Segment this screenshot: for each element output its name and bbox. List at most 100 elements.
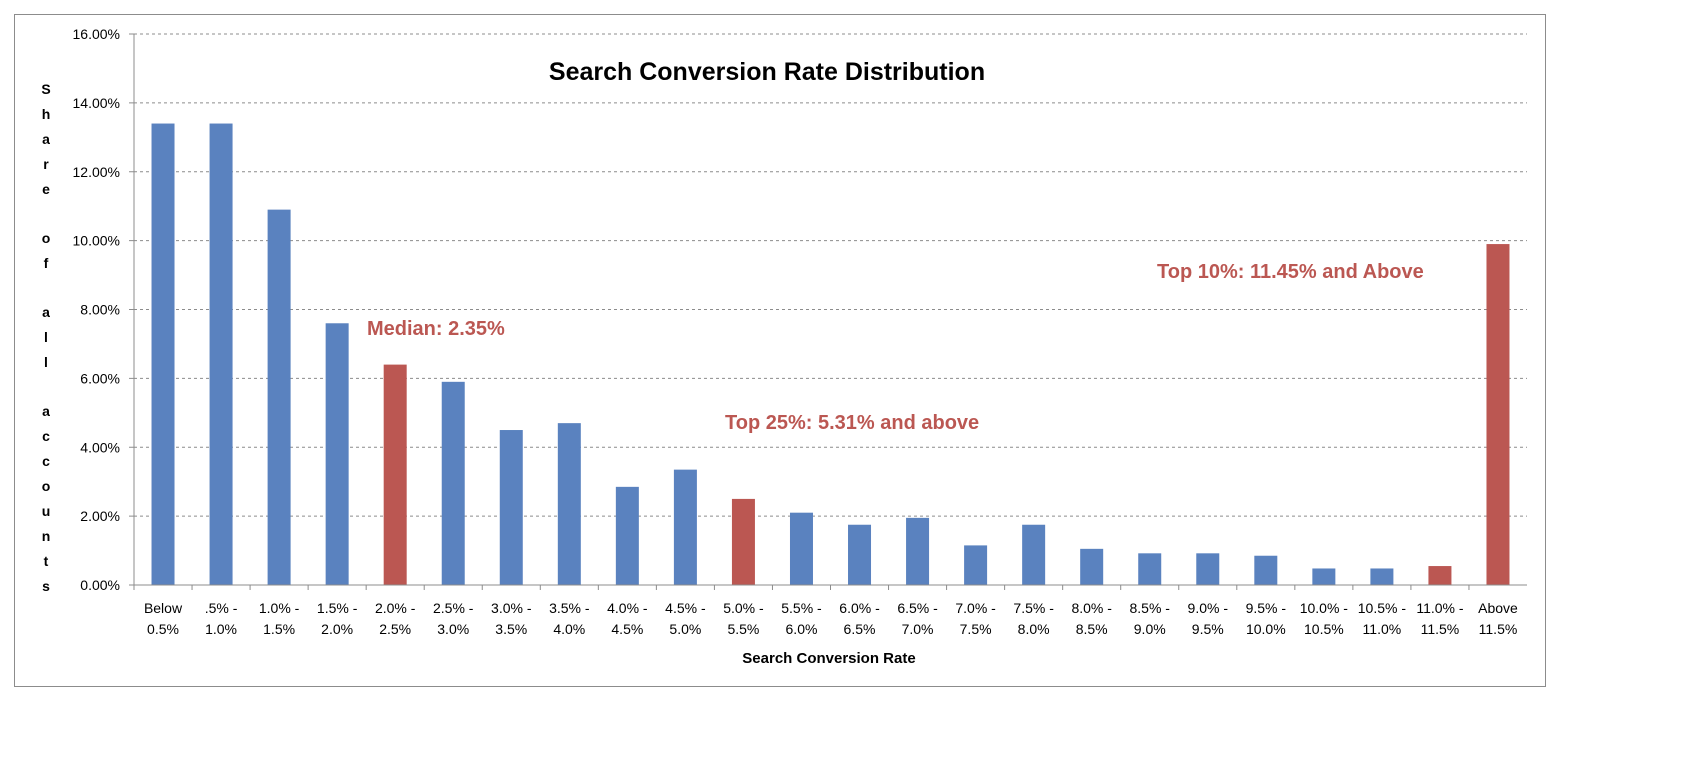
y-axis-label-letter: t <box>44 553 49 569</box>
bar-20 <box>1312 568 1336 585</box>
bar-13 <box>906 517 930 585</box>
x-tick-label: 7.5% - <box>1013 600 1054 616</box>
bar-8 <box>615 486 639 585</box>
x-tick-label: 4.5% <box>611 621 643 637</box>
x-tick-label: 3.0% <box>437 621 469 637</box>
x-tick-label: 9.5% - <box>1246 600 1287 616</box>
y-axis-label-letter: r <box>43 156 49 172</box>
bar-9 <box>673 469 697 585</box>
y-axis-label-letter: c <box>42 453 50 469</box>
x-tick-label: 5.5% - <box>781 600 822 616</box>
y-tick-label: 0.00% <box>80 577 120 593</box>
x-tick-label: 9.5% <box>1192 621 1224 637</box>
x-tick-label: 1.5% <box>263 621 295 637</box>
bar-5 <box>441 381 465 585</box>
x-tick-label: 11.0% - <box>1416 600 1464 616</box>
y-tick-label: 6.00% <box>80 370 120 386</box>
x-tick-label: 3.5% - <box>549 600 590 616</box>
x-tick-label: 7.5% <box>960 621 992 637</box>
y-tick-label: 2.00% <box>80 508 120 524</box>
x-tick-label: 4.0% - <box>607 600 648 616</box>
x-tick-label: 11.5% <box>1421 621 1460 637</box>
x-tick-label: 2.0% - <box>375 600 416 616</box>
bar-4 <box>383 364 407 585</box>
bars <box>151 123 1510 585</box>
x-tick-label: 2.5% - <box>433 600 474 616</box>
gridlines <box>134 33 1527 517</box>
bar-19 <box>1254 555 1278 585</box>
y-axis-label-letter: n <box>42 528 51 544</box>
y-axis-label-letter: e <box>42 181 50 197</box>
x-tick-label: 11.5% <box>1479 621 1518 637</box>
x-tick-label: 7.0% <box>902 621 934 637</box>
x-tick-label: .5% - <box>205 600 238 616</box>
y-axis-label-letter: h <box>42 106 51 122</box>
y-tick-label: 10.00% <box>73 233 120 249</box>
chart-title: Search Conversion Rate Distribution <box>549 58 985 86</box>
x-tick-label: 7.0% - <box>955 600 996 616</box>
x-tick-label: 1.5% - <box>317 600 358 616</box>
x-tick-label: 3.0% - <box>491 600 532 616</box>
y-axis-label-letter: l <box>44 329 48 345</box>
x-tick-label: 6.0% - <box>839 600 880 616</box>
x-tick-label: 6.0% <box>786 621 818 637</box>
x-tick-label: 6.5% <box>844 621 876 637</box>
y-axis-label-letter: o <box>42 230 51 246</box>
y-axis-label-letter: s <box>42 578 50 594</box>
x-tick-label: 10.5% <box>1304 621 1344 637</box>
bar-21 <box>1370 568 1394 585</box>
bar-12 <box>848 524 872 585</box>
axes: 0.00% 2.00% 4.00% 6.00% 8.00% 10.00% 12.00% 14.… <box>73 26 1527 637</box>
annotation-1: Top 25%: 5.31% and above <box>725 412 979 434</box>
x-tick-label: 1.0% <box>205 621 237 637</box>
x-tick-label: 10.0% - <box>1300 600 1349 616</box>
y-tick-label: 16.00% <box>73 26 120 42</box>
x-tick-label: 0.5% <box>147 621 179 637</box>
y-axis-label-letter: l <box>44 354 48 370</box>
x-tick-label: 10.0% <box>1246 621 1286 637</box>
x-tick-label: Above <box>1478 600 1518 616</box>
x-tick-label: 8.0% - <box>1071 600 1112 616</box>
y-tick-label: 8.00% <box>80 302 120 318</box>
bar-15 <box>1022 524 1046 585</box>
x-tick-label: 10.5% - <box>1358 600 1407 616</box>
y-tick-label: 12.00% <box>73 164 120 180</box>
x-tick-label: 3.5% <box>495 621 527 637</box>
bar-16 <box>1080 548 1104 585</box>
y-axis-label-letter: f <box>44 255 49 271</box>
x-tick-label: Below <box>144 600 183 616</box>
x-tick-label: 2.5% <box>379 621 411 637</box>
x-tick-label: 5.0% - <box>723 600 764 616</box>
x-tick-label: 4.5% - <box>665 600 706 616</box>
x-tick-label: 2.0% <box>321 621 353 637</box>
annotations: Median: 2.35% Top 25%: 5.31% and above Top… <box>367 261 1424 434</box>
bar-22 <box>1428 566 1452 585</box>
y-axis-label-letter: a <box>42 304 50 320</box>
x-tick-label: 8.5% <box>1076 621 1108 637</box>
x-axis-label: Search Conversion Rate <box>742 650 915 667</box>
bar-0 <box>151 123 175 585</box>
bar-7 <box>557 423 581 585</box>
x-tick-label: 9.0% - <box>1188 600 1229 616</box>
bar-6 <box>499 430 523 585</box>
y-axis-label-letter: a <box>42 403 50 419</box>
y-axis-label-letter: c <box>42 428 50 444</box>
y-axis-label-letter: S <box>41 81 50 97</box>
y-tick-label: 4.00% <box>80 439 120 455</box>
bar-23 <box>1486 244 1510 585</box>
bar-18 <box>1196 553 1220 585</box>
x-tick-label: 8.5% - <box>1129 600 1170 616</box>
x-tick-label: 5.5% <box>727 621 759 637</box>
y-tick-label: 14.00% <box>73 95 120 111</box>
bar-14 <box>964 545 988 585</box>
x-tick-label: 1.0% - <box>259 600 300 616</box>
x-tick-label: 6.5% - <box>897 600 938 616</box>
bar-3 <box>325 323 349 585</box>
y-axis-label-letter: o <box>42 478 51 494</box>
annotation-2: Top 10%: 11.45% and Above <box>1157 261 1424 283</box>
bar-11 <box>789 512 813 585</box>
bar-17 <box>1138 553 1162 585</box>
y-axis-label-letter: u <box>42 503 51 519</box>
